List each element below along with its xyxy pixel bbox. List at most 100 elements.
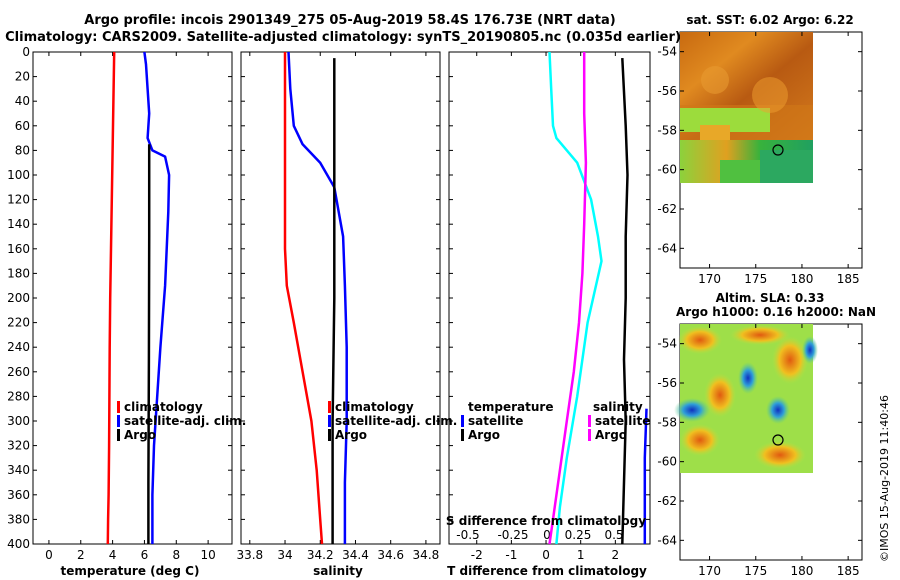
imos-watermark: ©IMOS 15-Aug-2019 11:40:46 [878, 395, 891, 562]
s-difference-label: S difference from climatology [446, 514, 646, 528]
legend-swatch-s-satellite [588, 415, 591, 427]
title-line-2: Climatology: CARS2009. Satellite-adjuste… [5, 30, 681, 45]
s-diff-tick-label: 0 [543, 528, 551, 542]
legend-swatch-climatology [328, 401, 331, 413]
map-lon-label: 175 [744, 272, 767, 286]
salinity-legend: climatology satellite-adj. clim. Argo [328, 400, 457, 442]
x-tick-label: 8 [172, 548, 180, 562]
difference-panel-frame [448, 51, 651, 545]
map-lon-label: 180 [790, 564, 813, 578]
series-argo [621, 58, 629, 545]
depth-tick-label: 300 [7, 414, 30, 428]
salinity-panel-frame [240, 51, 441, 545]
series-satellite-adj-clim [287, 51, 348, 544]
map-lat-label: -56 [657, 84, 677, 98]
depth-tick-label: 80 [15, 143, 30, 157]
series-climatology [106, 51, 116, 545]
x-tick-label: 0 [542, 548, 550, 562]
x-tick-label: 1 [577, 548, 585, 562]
x-tick-label: -2 [471, 548, 483, 562]
depth-tick-label: 280 [7, 389, 30, 403]
depth-tick-label: 0 [22, 45, 30, 59]
legend-title-temperature: temperature [468, 400, 553, 414]
series-argo [331, 58, 336, 544]
legend-swatch-s-argo [588, 429, 591, 441]
depth-tick-label: 360 [7, 488, 30, 502]
x-tick-label: 10 [200, 548, 215, 562]
legend-label-climatology: climatology [124, 400, 203, 414]
depth-tick-label: 180 [7, 266, 30, 280]
legend-label-s-argo: Argo [595, 428, 627, 442]
depth-tick-label: 220 [7, 316, 30, 330]
x-tick-label: 4 [109, 548, 117, 562]
legend-swatch-argo [328, 429, 331, 441]
map-lon-label: 175 [744, 564, 767, 578]
x-tick-label: 34.4 [342, 548, 369, 562]
depth-tick-label: 40 [15, 94, 30, 108]
s-diff-tick-label: 0.5 [604, 528, 623, 542]
sla-map-image [674, 324, 818, 473]
depth-tick-label: 240 [7, 340, 30, 354]
map-lat-label: -58 [657, 415, 677, 429]
x-tick-label: 34.6 [377, 548, 404, 562]
depth-tick-label: 120 [7, 193, 30, 207]
map-lat-label: -56 [657, 376, 677, 390]
sst-argo-location-marker [772, 144, 784, 156]
depth-tick-label: 340 [7, 463, 30, 477]
depth-tick-label: 400 [7, 537, 30, 551]
legend-swatch-t-argo [461, 429, 464, 441]
map-lon-label: 170 [698, 272, 721, 286]
legend-swatch-satellite [328, 415, 331, 427]
map-lat-label: -60 [657, 163, 677, 177]
temperature-xlabel: temperature (deg C) [61, 564, 200, 578]
legend-label-satellite: satellite-adj. clim. [335, 414, 457, 428]
map-lat-label: -54 [657, 337, 677, 351]
series-argo [147, 144, 151, 544]
map-lat-label: -54 [657, 45, 677, 59]
x-tick-label: 0 [45, 548, 53, 562]
depth-tick-label: 380 [7, 512, 30, 526]
x-tick-label: 6 [141, 548, 149, 562]
series-satellite-adj-clim [143, 51, 171, 544]
salinity-xlabel: salinity [313, 564, 363, 578]
sla-map-title-2: Argo h1000: 0.16 h2000: NaN [676, 305, 876, 319]
x-tick-label: 33.8 [236, 548, 263, 562]
title-line-1: Argo profile: incois 2901349_275 05-Aug-… [84, 13, 615, 28]
map-lat-label: -60 [657, 455, 677, 469]
depth-tick-label: 160 [7, 242, 30, 256]
legend-label-s-satellite: satellite [595, 414, 650, 428]
legend-label-satellite: satellite-adj. clim. [124, 414, 246, 428]
map-lon-label: 170 [698, 564, 721, 578]
map-lat-label: -64 [657, 533, 677, 547]
map-lat-label: -62 [657, 494, 677, 508]
map-lat-label: -64 [657, 241, 677, 255]
map-lon-label: 185 [837, 564, 860, 578]
legend-label-t-satellite: satellite [468, 414, 523, 428]
sla-argo-location-marker [772, 434, 784, 446]
depth-tick-label: 200 [7, 291, 30, 305]
x-tick-label: 34.8 [413, 548, 440, 562]
depth-tick-label: 140 [7, 217, 30, 231]
x-tick-label: 2 [77, 548, 85, 562]
depth-tick-label: 60 [15, 119, 30, 133]
map-lat-label: -62 [657, 202, 677, 216]
map-lon-label: 185 [837, 272, 860, 286]
temperature-legend: climatology satellite-adj. clim. Argo [117, 400, 246, 442]
legend-swatch-t-satellite [461, 415, 464, 427]
s-diff-tick-label: 0.25 [565, 528, 592, 542]
temperature-panel-frame [32, 51, 233, 545]
series-t-satellite [548, 51, 603, 545]
difference-legend: temperature satellite Argo salinity sate… [461, 400, 650, 442]
legend-swatch-satellite [117, 415, 120, 427]
legend-swatch-climatology [117, 401, 120, 413]
x-tick-label: 34 [277, 548, 292, 562]
x-tick-label: -1 [505, 548, 517, 562]
x-tick-label: 34.2 [307, 548, 334, 562]
s-diff-tick-label: -0.25 [497, 528, 528, 542]
depth-tick-label: 20 [15, 70, 30, 84]
map-lat-label: -58 [657, 123, 677, 137]
difference-xlabel: T difference from climatology [447, 564, 647, 578]
depth-tick-label: 100 [7, 168, 30, 182]
series-argo-s [643, 408, 648, 544]
